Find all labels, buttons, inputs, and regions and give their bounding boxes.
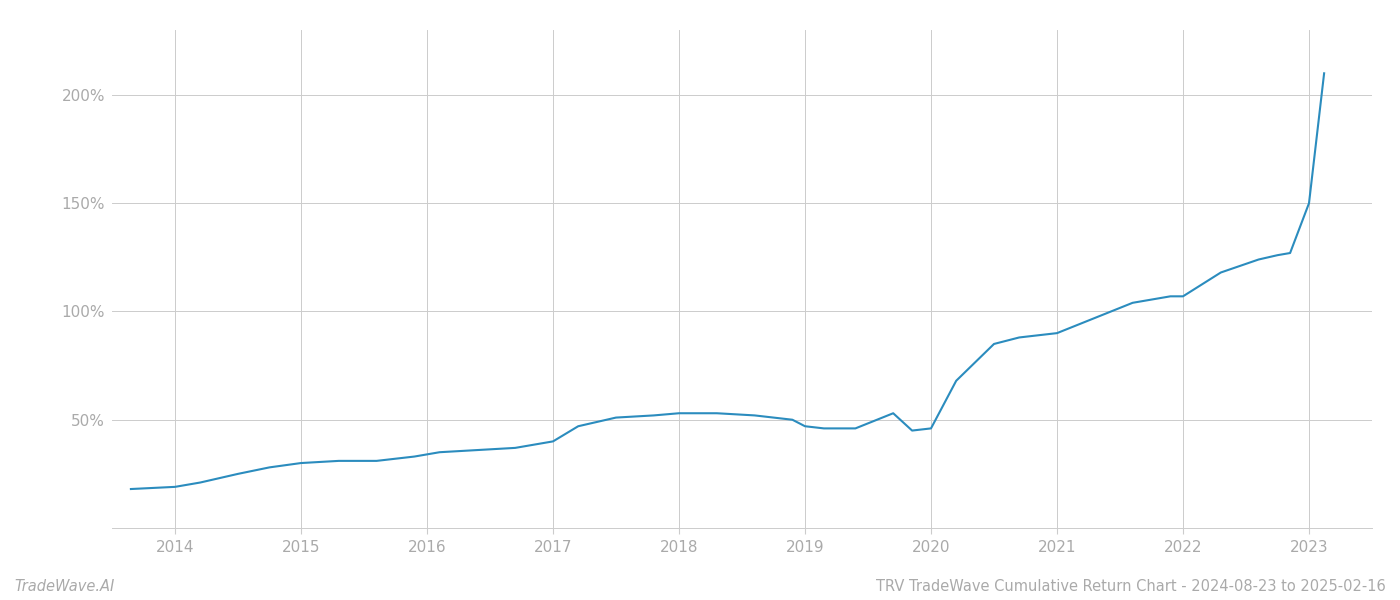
Text: TradeWave.AI: TradeWave.AI — [14, 579, 115, 594]
Text: TRV TradeWave Cumulative Return Chart - 2024-08-23 to 2025-02-16: TRV TradeWave Cumulative Return Chart - … — [876, 579, 1386, 594]
